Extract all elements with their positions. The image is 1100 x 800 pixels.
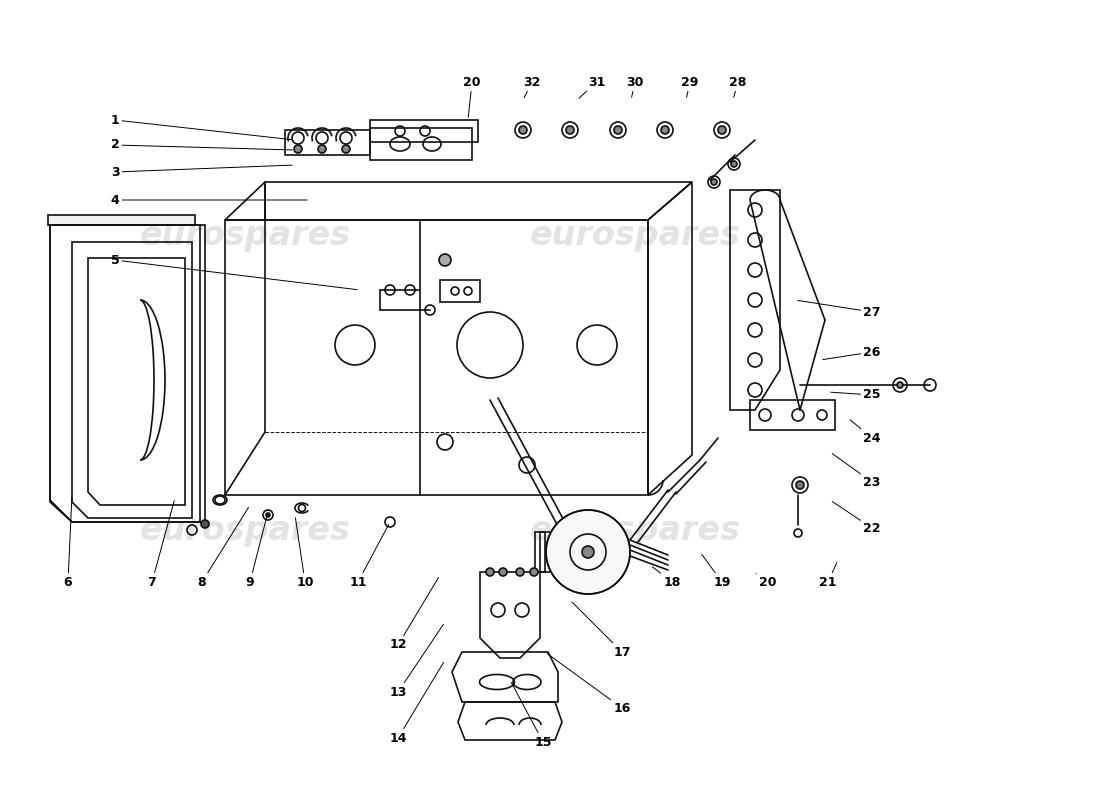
Text: 24: 24 <box>850 420 881 445</box>
Text: 2: 2 <box>111 138 293 151</box>
Text: 18: 18 <box>652 566 681 589</box>
Circle shape <box>318 145 326 153</box>
Circle shape <box>516 568 524 576</box>
Text: 23: 23 <box>833 454 881 489</box>
Circle shape <box>342 145 350 153</box>
Text: 6: 6 <box>64 498 73 589</box>
Text: 22: 22 <box>833 502 881 534</box>
Text: 25: 25 <box>830 389 881 402</box>
Text: 9: 9 <box>245 514 267 589</box>
Circle shape <box>896 382 903 388</box>
Text: 16: 16 <box>547 654 630 714</box>
Text: 11: 11 <box>350 525 388 589</box>
Text: 13: 13 <box>389 624 443 698</box>
Text: 8: 8 <box>198 507 249 589</box>
Circle shape <box>486 568 494 576</box>
Text: 15: 15 <box>512 682 552 749</box>
Circle shape <box>796 481 804 489</box>
Text: eurospares: eurospares <box>530 219 741 252</box>
Polygon shape <box>48 215 195 225</box>
Text: 21: 21 <box>820 562 837 589</box>
Text: 26: 26 <box>823 346 881 359</box>
Circle shape <box>266 513 270 517</box>
Text: 1: 1 <box>111 114 293 140</box>
Text: 17: 17 <box>572 602 630 658</box>
Text: 12: 12 <box>389 578 439 651</box>
Text: 29: 29 <box>681 75 698 98</box>
Text: 28: 28 <box>729 75 747 98</box>
Text: 30: 30 <box>626 75 644 98</box>
Text: 10: 10 <box>296 518 314 589</box>
Circle shape <box>546 510 630 594</box>
Text: 27: 27 <box>798 301 881 318</box>
Circle shape <box>566 126 574 134</box>
Circle shape <box>614 126 622 134</box>
Circle shape <box>499 568 507 576</box>
Text: 20: 20 <box>463 75 481 118</box>
Text: 32: 32 <box>524 75 541 98</box>
Circle shape <box>201 520 209 528</box>
Circle shape <box>530 568 538 576</box>
Text: eurospares: eurospares <box>530 514 741 547</box>
Circle shape <box>582 546 594 558</box>
Text: 19: 19 <box>702 554 730 589</box>
Circle shape <box>519 126 527 134</box>
Text: 31: 31 <box>579 75 606 98</box>
Circle shape <box>294 145 302 153</box>
Text: 14: 14 <box>389 662 443 745</box>
Text: 7: 7 <box>147 501 174 589</box>
Text: 20: 20 <box>757 574 777 589</box>
Circle shape <box>661 126 669 134</box>
Circle shape <box>732 161 737 167</box>
Text: eurospares: eurospares <box>140 219 351 252</box>
Text: 4: 4 <box>111 194 307 206</box>
Circle shape <box>718 126 726 134</box>
Text: 5: 5 <box>111 254 358 290</box>
Text: eurospares: eurospares <box>140 514 351 547</box>
Circle shape <box>711 179 717 185</box>
Circle shape <box>439 254 451 266</box>
Text: 3: 3 <box>111 165 293 178</box>
